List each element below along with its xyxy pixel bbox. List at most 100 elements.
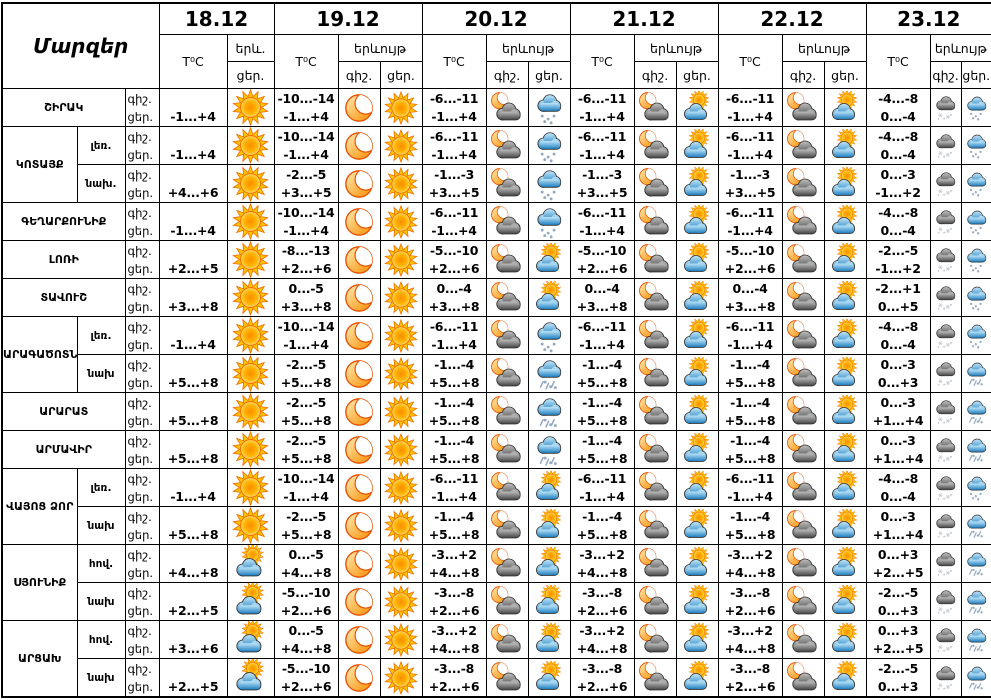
snow-dark-icon [936,172,956,196]
night-weather-icon-cell [781,430,825,469]
moon-icon [345,131,373,160]
sun-cloud-icon [832,622,858,652]
daynight-label-cell: գիշ. ցեր. [124,658,160,698]
night-label: գիշ. [127,129,152,144]
subregion-cell: լեռ. [76,316,126,355]
night-weather-icon-cell [781,620,825,659]
day-temperature: +4...+8 [167,564,219,580]
day-temperature: +5...+8 [280,374,332,390]
day-temperature: +2...+6 [428,260,480,276]
sun-cloud-icon [536,584,562,614]
sleet-blue-icon [967,400,986,424]
temperature-cell: -10...-14 -1...+4 [273,202,339,241]
date-header-22.12: 22.12 [717,2,867,35]
night-label: գիշ. [127,319,152,334]
night-weather-icon-cell [485,620,529,659]
temperature-cell: -3...+2 +4...+8 [717,544,783,583]
day-temperature: +5...+8 [167,412,219,428]
subregion-cell: հով. [76,544,126,583]
night-temperature: 0...-4 [732,280,768,296]
temperature-cell: -6...-11 -1...+4 [569,316,635,355]
daynight-label-cell: գիշ. ցեր. [124,164,160,203]
day-temperature: +2...+5 [167,678,219,694]
night-temperature [160,622,226,640]
day-weather-icon-cell [675,88,719,127]
sun-icon [232,317,269,354]
night-temperature: -2...-5 [878,660,918,676]
snow-dark-icon [936,400,956,424]
day-subheader-23.12: ցեր. [960,61,991,89]
sun-cloud-icon [832,432,858,462]
temperature-cell: -4...-8 0...-4 [865,202,931,241]
moon-icon [345,397,373,426]
night-weather-icon-cell [485,544,529,583]
region-name-cell: ՇԻՐԱԿ [1,88,126,127]
night-temperature [160,242,226,260]
day-weather-icon-cell [379,658,423,698]
moon-cloud-icon [639,205,669,234]
snow-blue-icon [967,248,986,273]
day-weather-icon-cell [379,278,423,317]
forecast-row: ՇԻՐԱԿ գիշ. ցեր. -1...+4 -10...-14 -1...+4 -6..… [1,88,991,127]
temperature-cell: -5...-10 +2...+6 [273,658,339,698]
moon-cloud-icon [491,357,521,386]
day-temperature: -1...+4 [283,336,329,352]
region-name-cell: ԱՐԱԳԱԾՈՏՆ [1,316,78,393]
night-temperature: -1...-3 [582,166,622,182]
table-body: ՇԻՐԱԿ գիշ. ցեր. -1...+4 -10...-14 -1...+4 -6..… [1,88,991,698]
moon-icon [345,473,373,502]
day-temperature: -1...+4 [170,146,216,162]
temperature-cell: -10...-14 -1...+4 [273,88,339,127]
moon-cloud-icon [787,319,817,348]
night-weather-icon-cell [633,392,677,431]
snow-dark-icon [936,96,956,120]
day-temperature: 0...-4 [880,222,916,238]
night-label: գիշ. [127,281,152,296]
snow-dark-icon [936,476,956,500]
snow-blue-icon [537,321,562,352]
night-temperature [160,584,226,602]
day-weather-icon-cell [226,202,275,241]
sun-icon [384,166,418,201]
sun-icon [384,318,418,353]
snow-blue-icon [967,96,986,121]
moon-icon [345,663,373,692]
day-temperature: 0...+3 [877,678,919,694]
sun-icon [232,355,269,392]
day-temperature: +1...+4 [872,412,924,428]
sun-icon [384,432,418,467]
temperature-cell: -6...-11 -1...+4 [569,468,635,507]
night-weather-icon-cell [633,240,677,279]
day-weather-icon-cell [527,506,571,545]
temperature-cell: -3...+2 +4...+8 [421,544,487,583]
moon-icon [345,625,373,654]
day-weather-icon-cell [226,316,275,355]
temperature-cell: -1...+4 [158,202,228,241]
day-label: ցեր. [127,603,154,618]
day-temperature: +4...+8 [280,564,332,580]
night-label: գիշ. [127,547,152,562]
forecast-row: ԼՈՌԻ գիշ. ցեր. +2...+5 -8...-13 +2...+6 -5...-… [1,240,991,279]
day-weather-icon-cell [527,544,571,583]
day-label: ցեր. [127,299,154,314]
sun-cloud-icon [236,621,265,653]
night-weather-icon-cell [929,620,962,659]
day-temperature: -1...+4 [283,488,329,504]
temperature-cell: -2...-5 -1...+2 [865,240,931,279]
temperature-cell: 0...-3 +1...+4 [865,392,931,431]
day-weather-icon-cell [527,88,571,127]
night-weather-icon-cell [781,126,825,165]
day-temperature: -1...+4 [431,222,477,238]
temperature-cell: -2...-5 +5...+8 [273,506,339,545]
day-weather-icon-cell [527,164,571,203]
night-label: գիշ. [127,433,152,448]
day-temperature: +2...+6 [724,678,776,694]
sun-icon [384,584,418,619]
night-weather-icon-cell [929,582,962,621]
temperature-cell: -1...-4 +5...+8 [569,430,635,469]
forecast-row: նախ գիշ. ցեր. +5...+8 -2...-5 +5...+8 -1...-4 +… [2,506,991,545]
day-temperature: +4...+8 [428,564,480,580]
day-label: ցեր. [127,451,154,466]
phenomenon-header-20.12: երևույթ [485,34,571,62]
sun-icon [384,660,418,695]
